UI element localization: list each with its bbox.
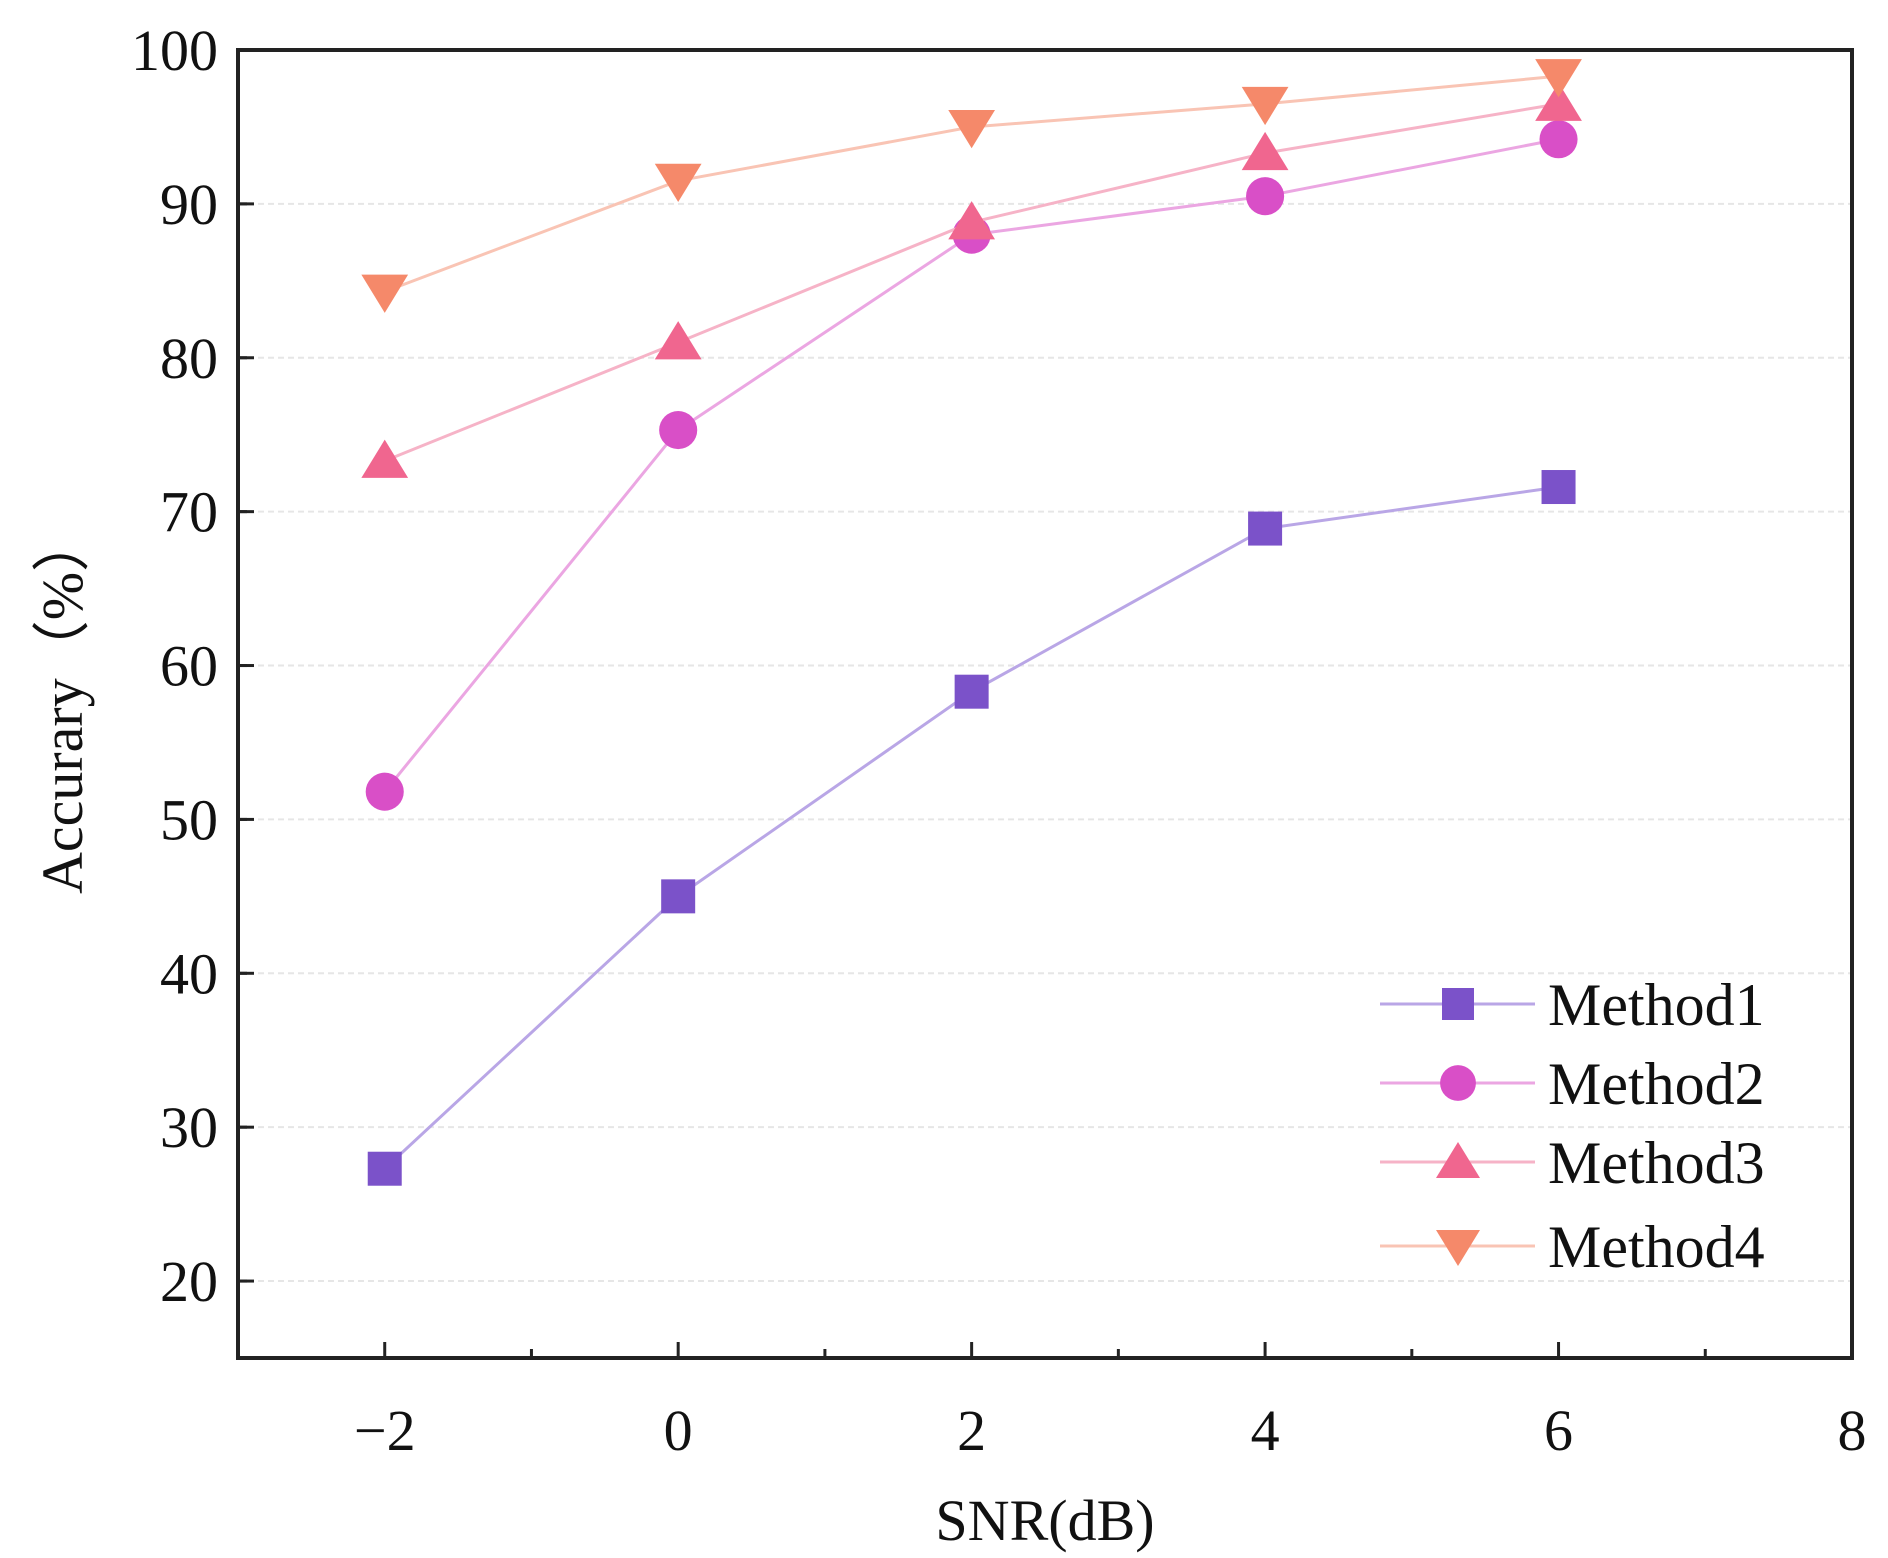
legend-label: Method4 [1548,1214,1765,1280]
data-point [361,439,409,478]
y-tick-label: 90 [160,172,218,237]
legend-marker [1440,1065,1476,1101]
data-point [948,109,996,149]
y-tick-label: 80 [160,326,218,391]
y-tick-label: 60 [160,634,218,699]
data-point [365,772,404,811]
x-tick-label: 0 [664,1398,693,1463]
series-line [383,485,1559,1170]
y-tick-label: 20 [160,1249,218,1314]
data-point [948,201,996,240]
legend-marker [1442,988,1474,1020]
x-tick-label: −2 [354,1398,416,1463]
y-tick-label: 70 [160,480,218,545]
legend-label: Method2 [1548,1051,1765,1117]
data-point [1241,131,1289,171]
y-tick-label: 50 [160,787,218,852]
x-tick-label: 2 [957,1398,986,1463]
data-point [654,321,702,360]
data-point [361,274,409,313]
data-point [661,879,696,914]
series-3 [361,82,1582,478]
series-line [384,74,1559,293]
data-point [1539,120,1578,159]
data-point [659,411,698,450]
data-point [1541,470,1576,505]
legend-item: Method2 [1380,1051,1765,1117]
series-group [361,59,1582,1186]
legend-marker [1436,1230,1480,1266]
legend-label: Method1 [1548,972,1765,1038]
legend-item: Method1 [1380,972,1765,1038]
plot-frame [236,48,1854,1360]
y-tick-label: 40 [160,941,218,1006]
series-line [384,102,1559,463]
y-tick-label: 100 [131,18,218,83]
data-point [1241,86,1289,126]
y-axis-title: Accurary（%） [30,514,95,894]
series-1 [367,470,1576,1186]
y-tick-label: 30 [160,1095,218,1160]
tick-labels: 20 30 40 50 60 70 80 90 100 −2 0 2 4 6 8 [131,18,1867,1463]
series-4 [361,59,1582,313]
data-point [367,1151,402,1186]
data-point [1535,82,1582,121]
ticks [238,48,1854,1358]
data-point [654,163,702,203]
data-point [954,674,989,709]
data-point [1248,511,1283,546]
x-tick-label: 8 [1838,1398,1867,1463]
data-point [1246,177,1285,216]
grid [238,202,1852,1283]
x-axis-title: SNR(dB) [935,1488,1154,1553]
x-tick-label: 4 [1251,1398,1280,1463]
legend-label: Method3 [1548,1130,1765,1196]
legend-marker [1436,1142,1480,1178]
x-tick-label: 6 [1544,1398,1573,1463]
data-point [1535,59,1582,98]
legend-item: Method3 [1380,1130,1765,1196]
legend: Method1 Method2 Method3 Method4 [1380,972,1765,1280]
legend-item: Method4 [1380,1214,1765,1280]
